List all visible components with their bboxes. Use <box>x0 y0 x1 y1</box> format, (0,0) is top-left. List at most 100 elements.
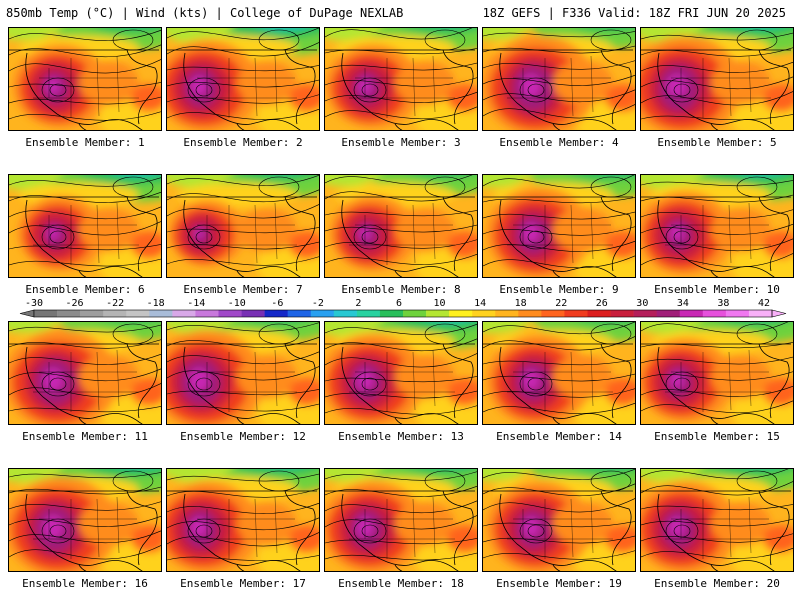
colorbar-swatch <box>495 310 519 317</box>
temperature-field <box>483 175 635 277</box>
temperature-field <box>641 175 793 277</box>
colorbar-swatch <box>356 310 381 317</box>
colorbar-swatch <box>403 310 427 317</box>
country-borders <box>641 343 791 424</box>
temperature-field <box>167 322 319 424</box>
run-valid-time: 18Z GEFS | F336 Valid: 18Z FRI JUN 20 20… <box>482 6 786 20</box>
colorbar-tick-label: -10 <box>228 298 246 309</box>
colorbar-tick-label: -6 <box>271 298 283 309</box>
colorbar-swatch <box>610 310 634 317</box>
colorbar-swatch <box>379 310 404 317</box>
ensemble-map-17 <box>166 468 320 572</box>
colorbar-tick-label: -18 <box>147 298 165 309</box>
colorbar-max-arrow <box>771 309 787 318</box>
wind-streamlines <box>483 322 635 414</box>
wind-streamlines <box>167 470 319 562</box>
colorbar-swatch <box>541 310 565 317</box>
temperature-field <box>167 175 319 277</box>
ensemble-map-8 <box>324 174 478 278</box>
colorbar-swatch <box>633 310 657 317</box>
wind-streamlines <box>641 322 793 414</box>
wind-streamlines <box>167 28 319 120</box>
colorbar-min-arrow <box>19 309 35 318</box>
wind-streamlines <box>325 175 477 265</box>
ensemble-map-5 <box>640 27 794 131</box>
colorbar-swatch <box>426 310 450 317</box>
temperature-field <box>483 469 635 571</box>
colorbar-swatch <box>587 310 611 317</box>
ensemble-map-14 <box>482 321 636 425</box>
wind-streamlines <box>9 29 161 121</box>
colorbar-tick-label: -2 <box>312 298 324 309</box>
ensemble-member-label: Ensemble Member: 2 <box>183 136 303 149</box>
ensemble-map-19 <box>482 468 636 572</box>
temperature-field <box>641 28 793 130</box>
ensemble-map-2 <box>166 27 320 131</box>
ensemble-map-9 <box>482 174 636 278</box>
country-borders <box>167 490 317 571</box>
temperature-field <box>167 469 319 571</box>
colorbar-swatch <box>195 310 219 317</box>
colorbar-swatch <box>126 310 150 317</box>
ensemble-map-3 <box>324 27 478 131</box>
colorbar-tick-label: 26 <box>596 298 608 309</box>
colorbar-tick-label: 6 <box>396 298 402 309</box>
wind-streamlines <box>167 322 319 412</box>
wind-streamlines <box>483 469 635 560</box>
temperature-colorbar: -30 -26 -22 -18 -14 -10 -6 -2 2 6 10 14 18 22 26 30 34 38… <box>19 298 787 318</box>
ensemble-member-label: Ensemble Member: 19 <box>496 577 622 590</box>
colorbar-tick-label: 10 <box>434 298 446 309</box>
colorbar-swatch <box>449 310 473 317</box>
ensemble-member-label: Ensemble Member: 16 <box>22 577 148 590</box>
temperature-field <box>325 322 477 424</box>
country-borders <box>641 490 791 571</box>
ensemble-member-label: Ensemble Member: 1 <box>25 136 145 149</box>
temperature-field <box>9 322 161 424</box>
colorbar-tick-label: 38 <box>717 298 729 309</box>
ensemble-member-label: Ensemble Member: 8 <box>341 283 461 296</box>
ensemble-member-label: Ensemble Member: 20 <box>654 577 780 590</box>
colorbar-tick-label: 30 <box>636 298 648 309</box>
country-borders <box>167 49 317 130</box>
colorbar-tick-label: 22 <box>555 298 567 309</box>
temperature-field <box>9 469 161 571</box>
temperature-field <box>167 28 319 130</box>
country-borders <box>167 343 317 424</box>
colorbar-swatch <box>702 310 727 317</box>
colorbar-swatch <box>518 310 542 317</box>
wind-streamlines <box>9 323 161 413</box>
colorbar-swatch <box>149 310 173 317</box>
country-borders <box>9 49 159 130</box>
colorbar-tick-label: 18 <box>515 298 527 309</box>
ensemble-map-12 <box>166 321 320 425</box>
wind-streamlines <box>641 176 793 268</box>
ensemble-map-20 <box>640 468 794 572</box>
wind-streamlines <box>483 29 635 119</box>
temperature-field <box>325 175 477 277</box>
colorbar-swatch <box>564 310 588 317</box>
colorbar-tick-label: -30 <box>25 298 43 309</box>
ensemble-map-10 <box>640 174 794 278</box>
colorbar-swatch <box>287 310 312 317</box>
ensemble-map-13 <box>324 321 478 425</box>
ensemble-map-1 <box>8 27 162 131</box>
wind-streamlines <box>9 470 161 560</box>
colorbar-swatch <box>725 310 750 317</box>
ensemble-map-6 <box>8 174 162 278</box>
ensemble-member-label: Ensemble Member: 6 <box>25 283 145 296</box>
colorbar-swatch <box>472 310 496 317</box>
colorbar-swatch <box>748 310 773 317</box>
ensemble-member-label: Ensemble Member: 14 <box>496 430 622 443</box>
colorbar-swatch <box>241 310 265 317</box>
ensemble-map-15 <box>640 321 794 425</box>
ensemble-member-label: Ensemble Member: 10 <box>654 283 780 296</box>
ensemble-map-16 <box>8 468 162 572</box>
ensemble-map-7 <box>166 174 320 278</box>
temperature-field <box>325 28 477 130</box>
ensemble-member-label: Ensemble Member: 3 <box>341 136 461 149</box>
colorbar-swatch <box>103 310 127 317</box>
colorbar-swatch <box>310 310 335 317</box>
colorbar-tick-label: -26 <box>66 298 84 309</box>
wind-streamlines <box>641 469 793 559</box>
colorbar-swatch <box>679 310 704 317</box>
